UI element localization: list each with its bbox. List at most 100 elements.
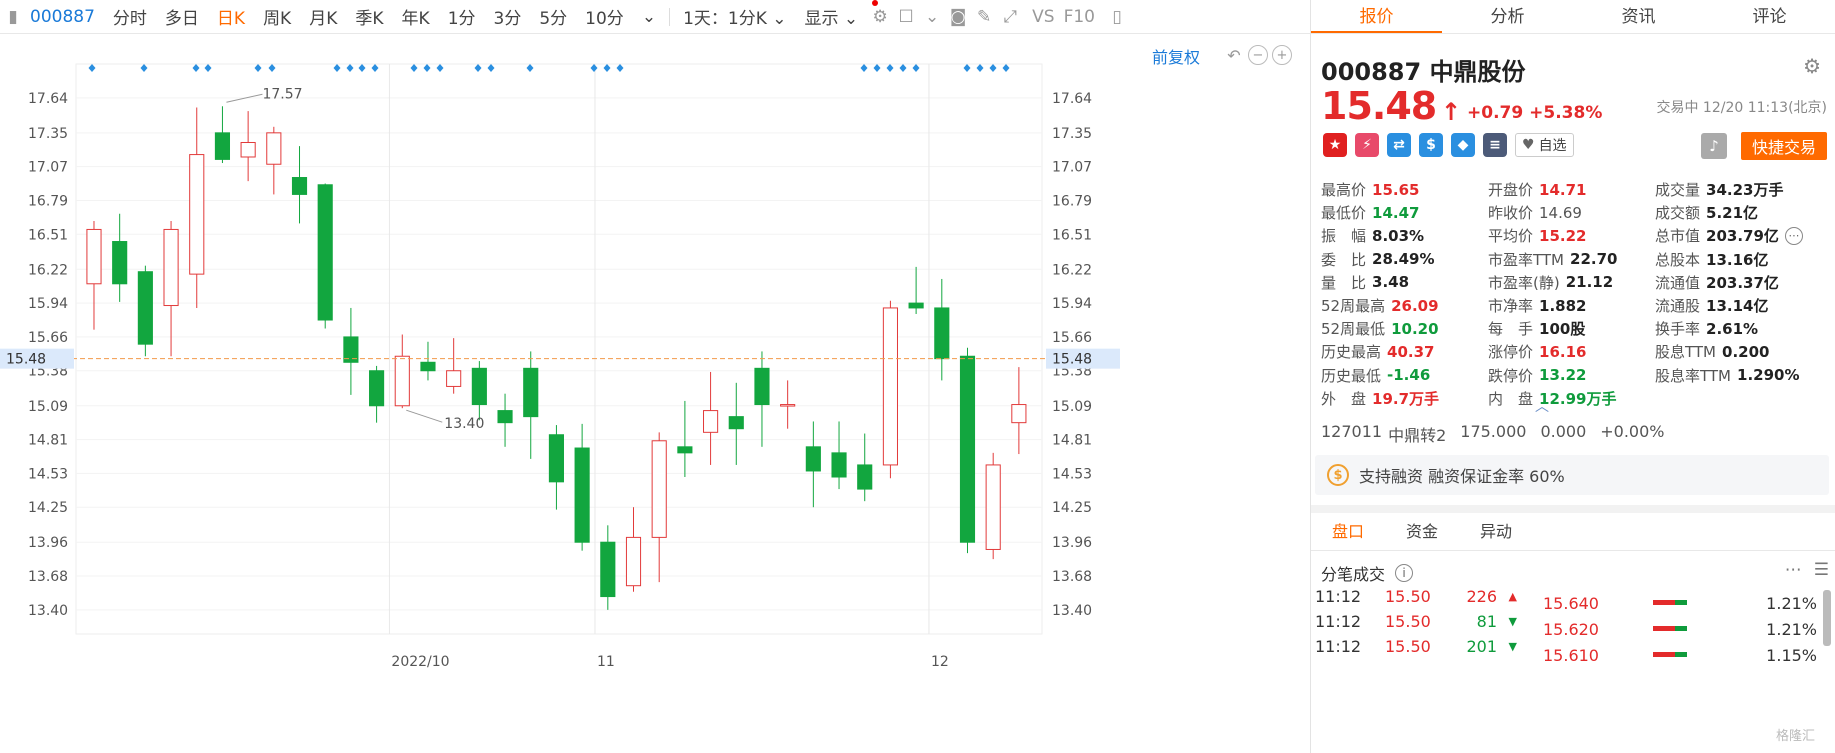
stat-label: 股息率TTM (1655, 366, 1732, 385)
period-tab[interactable]: 季K (355, 9, 384, 29)
period-tab[interactable]: 1分 (447, 9, 476, 29)
bond-name: 中鼎转2 (1388, 426, 1447, 445)
tick-price: 15.50 (1385, 612, 1431, 631)
margin-text: 支持融资 融资保证金率 60% (1359, 467, 1565, 486)
sidebar-toggle-icon[interactable]: ▮ (8, 6, 18, 27)
period-tab[interactable]: 多日 (164, 9, 199, 29)
scrollbar[interactable] (1823, 590, 1831, 646)
undo-icon[interactable]: ↶ (1227, 45, 1241, 65)
shuffle-icon[interactable]: ⇄ (1387, 133, 1411, 157)
period-tab[interactable]: 10分 (585, 9, 624, 29)
stat-value: 16.16 (1539, 342, 1587, 361)
period-tabs: 分时 多日 日K 周K 月K 季K 年K 1分 3分 5分 10分 (104, 4, 633, 29)
stat-item: 委 比 28.49% (1321, 248, 1488, 271)
stat-label: 每 手 (1488, 320, 1534, 339)
checkbox-icon[interactable]: ☐ (898, 6, 914, 27)
settings-gear-icon[interactable]: ⚙ (872, 6, 888, 27)
orderbook-tab[interactable]: 异动 (1479, 522, 1512, 541)
display-select[interactable]: 显示 ⌄ (804, 9, 859, 29)
settings-gear-icon[interactable]: ⚙ (1803, 54, 1821, 78)
kline-chart[interactable]: 17.64 17.64 17.35 17.35 17.07 17.07 16.79 16.79… (0, 34, 1310, 753)
stat-label: 昨收价 (1488, 204, 1534, 223)
adjust-select[interactable]: 前复权 (1152, 48, 1201, 67)
period-dropdown-icon[interactable]: ⌄ (641, 6, 657, 27)
watchlist-label: 自选 (1538, 138, 1567, 154)
quote-tab[interactable]: 报价 (1311, 0, 1442, 33)
period-tab[interactable]: 周K (263, 9, 292, 29)
triangle-down-icon: ▼ (1508, 640, 1517, 653)
candle-up (651, 440, 667, 538)
tag-icon[interactable]: ◆ (1451, 133, 1475, 157)
vs-button[interactable]: VS (1032, 6, 1055, 27)
more-icon[interactable]: ⋯ (1784, 560, 1802, 580)
stat-value: 21.12 (1565, 273, 1614, 292)
y-tick-label-left: 13.40 (28, 603, 68, 619)
quote-tab[interactable]: 评论 (1752, 7, 1787, 27)
current-price-tag-left (0, 348, 74, 369)
quote-tab[interactable]: 资讯 (1621, 7, 1656, 27)
triangle-up-icon: ▲ (1508, 590, 1517, 603)
tick-row: 11:12 15.50 201 ▼ (1311, 634, 1521, 659)
stat-item: 内 盘 12.99万手 (1488, 387, 1655, 410)
dollar-icon[interactable]: $ (1419, 133, 1443, 157)
tick-time: 11:12 (1315, 587, 1362, 606)
candle-down (934, 307, 950, 360)
level-bar-fill (1653, 600, 1675, 605)
period-tab[interactable]: 分时 (112, 9, 147, 29)
period-tab[interactable]: 年K (401, 9, 430, 29)
list-icon[interactable]: ☰ (1813, 560, 1829, 580)
level-percent: 1.21% (1766, 593, 1817, 613)
zoom-in-icon[interactable]: + (1272, 45, 1292, 65)
period-tab[interactable]: 5分 (539, 9, 568, 29)
level-bar-fill (1653, 652, 1675, 657)
fullscreen-icon[interactable]: ⤢ (1003, 6, 1017, 27)
info-icon[interactable]: i (1395, 564, 1414, 582)
runner-icon[interactable]: ⚡ (1355, 133, 1379, 157)
candle-down (291, 177, 308, 195)
stock-code-label[interactable]: 000887 (30, 6, 95, 27)
orderbook-tab[interactable]: 盘口 (1331, 522, 1364, 541)
y-tick-label-left: 16.22 (28, 262, 68, 278)
quick-trade-button[interactable]: 快捷交易 (1741, 132, 1827, 160)
camera-icon[interactable]: ◙ (949, 6, 967, 27)
event-marker-icon (204, 64, 212, 72)
event-marker-icon (989, 64, 997, 72)
quote-tab[interactable]: 分析 (1490, 7, 1525, 27)
orderbook-tab[interactable]: 资金 (1405, 522, 1438, 541)
price-change: ↑ +0.79 +5.38% (1441, 96, 1602, 126)
panel-toggle-icon[interactable]: ▯ (1112, 6, 1122, 27)
f10-button[interactable]: F10 (1063, 6, 1095, 27)
stat-value: 40.37 (1387, 342, 1435, 361)
more-icon[interactable]: ⋯ (1784, 226, 1803, 245)
y-tick-label-right: 17.35 (1052, 126, 1092, 142)
bell-icon[interactable]: ♪ (1701, 133, 1727, 159)
dollar-coin-icon: $ (1327, 464, 1349, 486)
period-tab[interactable]: 月K (309, 9, 338, 29)
stat-item: 历史最低 -1.46 (1321, 364, 1488, 387)
range-select[interactable]: 1天：1分K ⌄ (683, 9, 787, 29)
candle-down (548, 434, 564, 483)
current-price-label-left: 15.48 (6, 352, 46, 368)
china-flag-icon[interactable]: ★ (1323, 133, 1347, 157)
event-marker-icon (333, 64, 341, 72)
chevron-down-icon[interactable]: ⌄ (925, 6, 940, 27)
zoom-out-icon[interactable]: − (1248, 45, 1268, 65)
period-tab[interactable]: 3分 (493, 9, 522, 29)
chevron-up-icon[interactable]: ︿ (1535, 399, 1549, 415)
pencil-icon[interactable]: ✎ (977, 6, 992, 27)
stat-label: 跌停价 (1488, 366, 1534, 385)
y-tick-label-right: 17.64 (1052, 91, 1092, 107)
range-label: 1天：1分K (683, 9, 767, 29)
convertible-bond-row[interactable]: 127011 中鼎转2 175.000 0.000 +0.00% (1321, 422, 1664, 446)
stock-name: 中鼎股份 (1429, 58, 1526, 86)
event-marker-icon (346, 64, 354, 72)
stat-value: 14.69 (1539, 203, 1582, 222)
level-percent: 1.15% (1766, 645, 1817, 665)
add-watchlist-button[interactable]: ♥ 自选 (1515, 133, 1574, 157)
stat-value: 2.61% (1706, 319, 1759, 338)
note-icon[interactable]: ≡ (1483, 133, 1507, 157)
y-tick-label-right: 15.66 (1052, 330, 1092, 346)
tick-volume: 201 (1466, 637, 1497, 656)
candle-up (266, 132, 282, 165)
period-tab[interactable]: 日K (216, 9, 246, 29)
